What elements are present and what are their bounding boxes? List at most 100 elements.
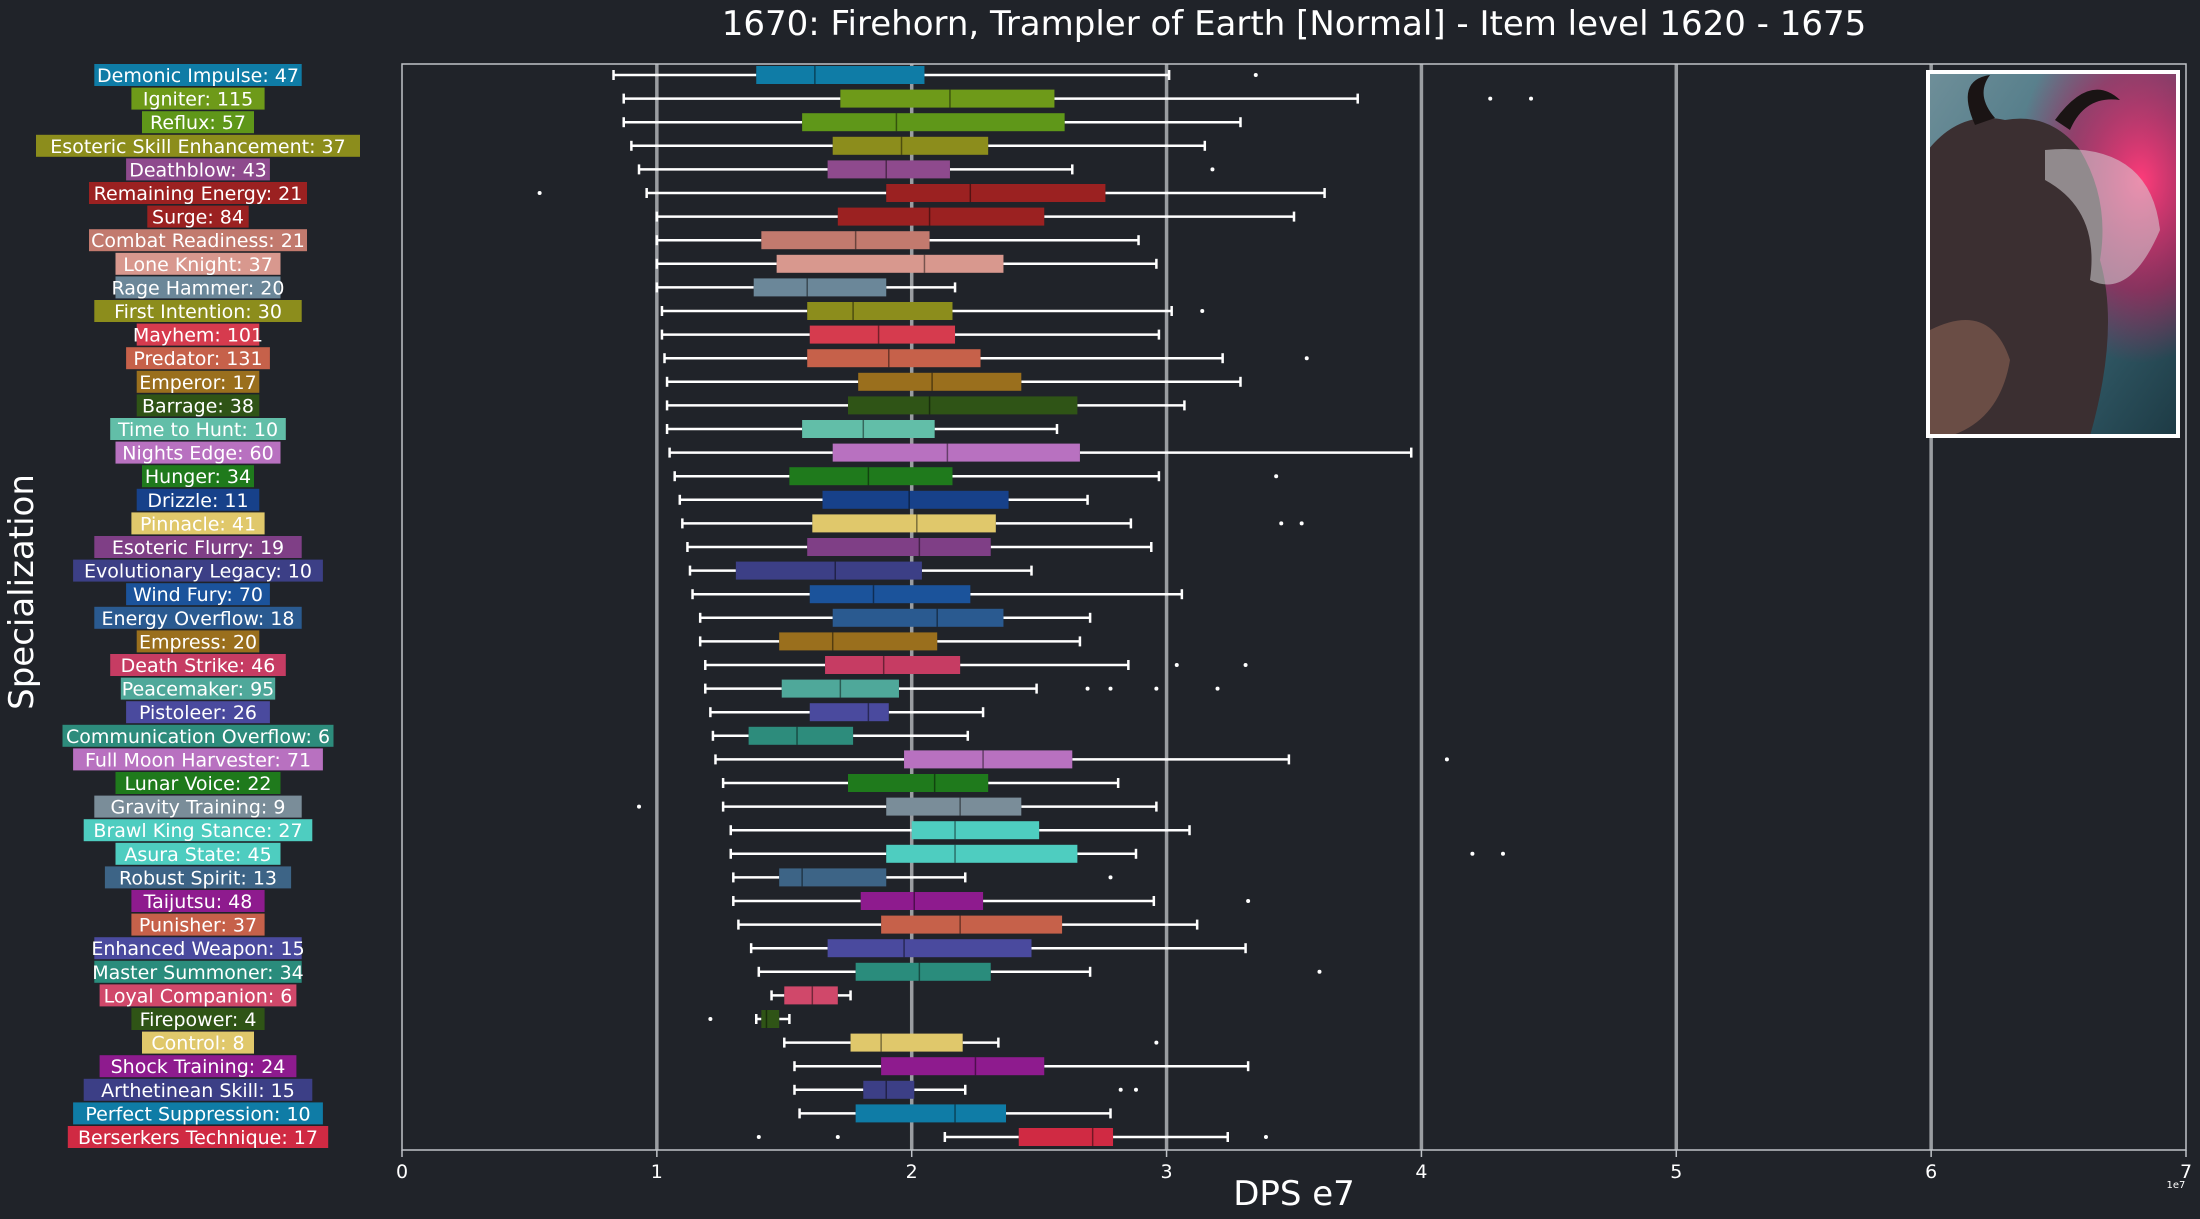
category-label-text: Lunar Voice: 22 bbox=[124, 773, 271, 795]
x-tick-label: 7 bbox=[2180, 1161, 2192, 1183]
category-label: Robust Spirit: 13 bbox=[104, 866, 292, 889]
category-label-text: Full Moon Harvester: 71 bbox=[85, 749, 311, 771]
category-label-background bbox=[94, 795, 302, 818]
category-label-background bbox=[99, 984, 297, 1007]
box-plot-row bbox=[665, 372, 1242, 391]
category-label: Evolutionary Legacy: 10 bbox=[73, 559, 323, 583]
outlier-point bbox=[1500, 851, 1505, 856]
category-label-background bbox=[73, 748, 323, 771]
iqr-box bbox=[809, 325, 956, 344]
outlier-point bbox=[1085, 686, 1090, 691]
outlier-point bbox=[1470, 851, 1475, 856]
iqr-box bbox=[776, 254, 1004, 273]
category-label-background bbox=[136, 488, 260, 511]
category-label-text: Punisher: 37 bbox=[139, 915, 257, 937]
category-label-background bbox=[36, 134, 360, 157]
portrait-armor bbox=[1930, 320, 2010, 436]
category-label: Master Summoner: 34 bbox=[92, 960, 304, 984]
box-plot-row bbox=[665, 420, 1059, 438]
outlier-point bbox=[1118, 1087, 1123, 1092]
outlier-point bbox=[1263, 1135, 1268, 1139]
category-label-text: Taijutsu: 48 bbox=[143, 891, 253, 913]
category-label-text: Demonic Impulse: 47 bbox=[97, 65, 299, 87]
category-label: Control: 8 bbox=[142, 1031, 254, 1055]
iqr-box bbox=[753, 278, 887, 297]
x-tick-label: 2 bbox=[906, 1161, 918, 1183]
category-label: Death Strike: 46 bbox=[110, 654, 286, 677]
iqr-box bbox=[756, 66, 925, 84]
category-label: Igniter: 115 bbox=[131, 87, 265, 111]
category-label-text: Surge: 84 bbox=[152, 207, 244, 229]
box-plot-row bbox=[732, 892, 1251, 910]
portrait-frame bbox=[1926, 70, 2180, 438]
outlier-point bbox=[1154, 1040, 1159, 1045]
boss-portrait bbox=[1926, 70, 2180, 438]
x-axis-title: DPS e7 bbox=[1233, 1174, 1355, 1214]
box-plot-row bbox=[729, 821, 1191, 840]
category-label-background bbox=[131, 890, 265, 912]
category-label-background bbox=[83, 819, 313, 842]
iqr-box bbox=[840, 89, 1055, 108]
outlier-point bbox=[537, 191, 542, 195]
category-label: Nights Edge: 60 bbox=[115, 441, 281, 465]
category-label-background bbox=[94, 536, 302, 558]
iqr-box bbox=[822, 490, 1009, 509]
box-plot-row bbox=[688, 561, 1033, 580]
box-plot-row bbox=[737, 915, 1199, 934]
category-label-background bbox=[110, 418, 286, 440]
box-layer bbox=[537, 66, 1534, 1146]
x-axis-multiplier: 1e7 bbox=[2167, 1180, 2186, 1191]
box-plot-row bbox=[655, 231, 1140, 250]
category-label-text: Firepower: 4 bbox=[140, 1009, 257, 1031]
box-plot-row bbox=[714, 750, 1449, 769]
outlier-point bbox=[1246, 899, 1251, 903]
category-label: Remaining Energy: 21 bbox=[89, 182, 307, 205]
box-plot-row bbox=[681, 514, 1304, 533]
category-label: Energy Overflow: 18 bbox=[94, 606, 302, 630]
iqr-box bbox=[886, 844, 1078, 863]
box-plot-row bbox=[663, 349, 1309, 368]
category-label: Surge: 84 bbox=[147, 205, 249, 229]
category-label-background bbox=[110, 654, 286, 676]
x-tick-label: 5 bbox=[1670, 1161, 1682, 1183]
category-label: Predator: 131 bbox=[126, 347, 270, 370]
category-label-background bbox=[126, 701, 270, 724]
category-label-text: Time to Hunt: 10 bbox=[117, 419, 278, 441]
category-label-background bbox=[120, 677, 276, 700]
chart-title: 1670: Firehorn, Trampler of Earth [Norma… bbox=[722, 4, 1867, 44]
category-label-text: Esoteric Flurry: 19 bbox=[112, 537, 284, 559]
category-label: Pistoleer: 26 bbox=[126, 701, 270, 724]
outlier-point bbox=[1274, 474, 1279, 479]
iqr-box bbox=[748, 726, 854, 745]
outlier-point bbox=[1215, 686, 1220, 691]
outlier-point bbox=[1154, 686, 1159, 691]
category-label-text: Gravity Training: 9 bbox=[111, 797, 286, 819]
box-plot-row bbox=[655, 254, 1158, 273]
category-label-background bbox=[142, 111, 254, 134]
category-label-text: Remaining Energy: 21 bbox=[94, 183, 303, 205]
iqr-box bbox=[735, 561, 922, 580]
box-plot-row bbox=[622, 89, 1534, 108]
category-label-text: Perfect Suppression: 10 bbox=[85, 1103, 310, 1125]
iqr-box bbox=[881, 1057, 1045, 1076]
category-label-background bbox=[115, 276, 281, 299]
box-plot-row bbox=[630, 136, 1207, 155]
category-label: Empress: 20 bbox=[136, 630, 260, 653]
box-plot-row bbox=[708, 1010, 791, 1028]
box-plot-row bbox=[660, 325, 1161, 344]
category-label-text: Shock Training: 24 bbox=[111, 1056, 286, 1078]
category-label: Esoteric Skill Enhancement: 37 bbox=[36, 134, 360, 158]
category-label-text: Esoteric Skill Enhancement: 37 bbox=[50, 136, 345, 158]
iqr-box bbox=[827, 160, 950, 179]
iqr-box bbox=[850, 1033, 963, 1052]
category-label-background bbox=[131, 87, 265, 110]
box-plot-row bbox=[793, 1057, 1250, 1076]
category-label: Taijutsu: 48 bbox=[131, 890, 265, 913]
iqr-box bbox=[855, 1104, 1007, 1123]
outlier-point bbox=[1529, 96, 1534, 101]
category-label-text: Lone Knight: 37 bbox=[123, 254, 273, 276]
category-label: Drizzle: 11 bbox=[136, 488, 260, 512]
iqr-box bbox=[779, 868, 887, 887]
